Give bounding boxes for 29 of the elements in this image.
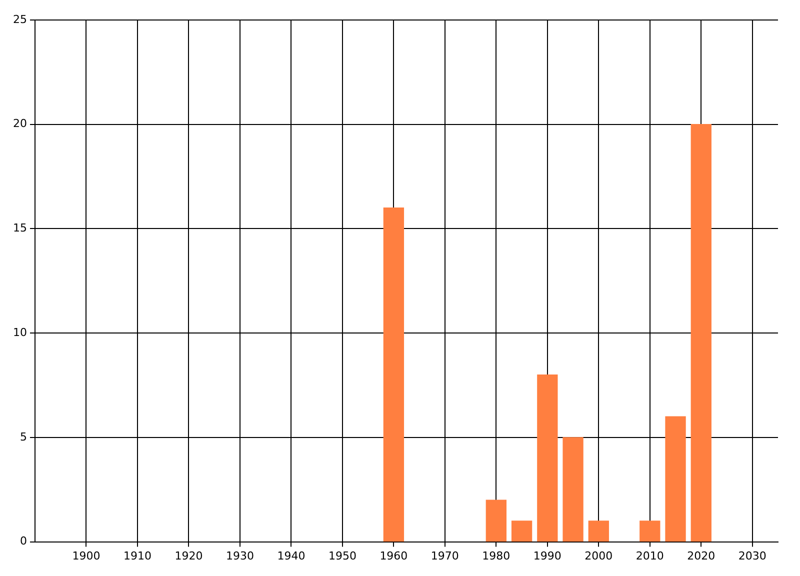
x-tick-label: 1960 [380,549,408,562]
x-tick-label: 1930 [226,549,254,562]
bar [640,520,660,542]
x-tick-label: 2030 [738,549,766,562]
x-tick-label: 2020 [687,549,716,562]
x-tick-label: 1920 [174,549,203,562]
y-tick-label: 0 [20,534,27,548]
y-tick-label: 20 [12,117,27,130]
bar [511,520,532,542]
y-tick-label: 5 [20,430,27,444]
x-tick-label: 2000 [584,549,613,562]
bar [562,437,584,542]
x-tick-label: 1910 [123,549,152,562]
x-tick-label: 2010 [636,549,664,562]
x-tick-label: 1950 [328,549,356,562]
bar [665,416,686,542]
x-tick-label: 1970 [430,549,459,562]
bar [486,500,506,542]
y-tick-label: 15 [12,222,27,235]
x-tick-label: 1900 [72,549,100,562]
x-tick-label: 1940 [277,549,306,562]
y-tick-label: 10 [12,326,27,339]
bar [690,124,712,542]
bar [588,520,609,542]
bar [537,374,558,542]
y-tick-label: 25 [12,12,27,26]
bar [383,208,404,542]
x-tick-label: 1980 [482,549,510,562]
x-tick-label: 1990 [533,549,562,562]
